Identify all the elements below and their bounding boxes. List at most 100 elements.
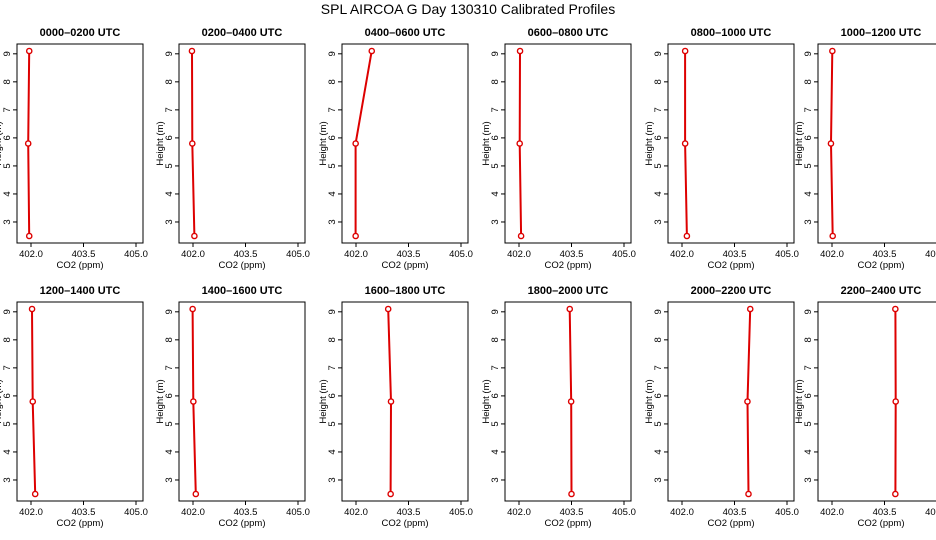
- y-tick-label: 3: [327, 219, 338, 224]
- y-tick-label: 4: [653, 191, 664, 196]
- profile-point: [384, 305, 392, 313]
- y-tick-label: 9: [164, 51, 175, 56]
- x-axis-label: CO2 (ppm): [708, 260, 755, 271]
- y-tick-label: 7: [327, 365, 338, 370]
- x-axis-label: CO2 (ppm): [382, 260, 429, 271]
- profile-panel: 1000–1200 UTC 402.0 403.5 405.0 3 4 5 6 7 8 9 CO2 (…: [794, 27, 936, 271]
- profile-point: [24, 140, 32, 147]
- y-tick-label: 4: [164, 449, 175, 454]
- x-axis-label: CO2 (ppm): [708, 518, 755, 529]
- y-tick-label: 7: [803, 107, 814, 112]
- profile-point: [189, 305, 196, 313]
- profile-point: [387, 398, 395, 405]
- y-tick-label: 7: [2, 365, 13, 370]
- y-tick-label: 8: [2, 79, 13, 84]
- profile-point: [188, 47, 196, 55]
- y-tick-label: 3: [653, 477, 664, 482]
- y-axis-label: Height (m): [644, 121, 655, 165]
- x-tick-label: 402.0: [19, 249, 43, 260]
- y-tick-label: 7: [653, 107, 664, 112]
- y-tick-label: 6: [653, 393, 664, 398]
- panel-title: 1000–1200 UTC: [841, 27, 922, 39]
- x-tick-label: 405.0: [286, 249, 310, 260]
- profile-panel: 2000–2200 UTC 402.0 403.5 405.0 3 4 5 6 7 8 9 CO2 (…: [644, 285, 799, 529]
- y-axis-label: Height (m): [794, 379, 805, 423]
- profile-point: [829, 232, 837, 240]
- y-tick-label: 8: [2, 337, 13, 342]
- y-tick-label: 5: [653, 421, 664, 426]
- x-tick-label: 402.0: [670, 507, 694, 518]
- profile-point: [745, 490, 752, 498]
- panel-title: 1600–1800 UTC: [365, 285, 446, 297]
- plot-frame: [817, 43, 936, 244]
- y-tick-label: 8: [803, 337, 814, 342]
- x-tick-label: 405.0: [124, 249, 148, 260]
- panel-title: 0400–0600 UTC: [365, 27, 446, 39]
- y-axis-label: Height (m): [318, 379, 329, 423]
- y-tick-label: 8: [653, 79, 664, 84]
- y-tick-label: 8: [653, 337, 664, 342]
- profile-panel: 1200–1400 UTC 402.0 403.5 405.0 3 4 5 6 7 8 9 CO2 (…: [0, 285, 148, 529]
- y-tick-label: 7: [653, 365, 664, 370]
- x-tick-label: 405.0: [286, 507, 310, 518]
- y-tick-label: 4: [490, 191, 501, 196]
- x-tick-label: 403.5: [397, 249, 421, 260]
- y-tick-label: 8: [803, 79, 814, 84]
- y-tick-label: 5: [327, 163, 338, 168]
- x-tick-label: 403.5: [72, 507, 96, 518]
- y-axis-label: Height (m): [481, 121, 492, 165]
- y-tick-label: 6: [490, 135, 501, 140]
- y-tick-label: 7: [164, 107, 175, 112]
- x-tick-label: 403.5: [873, 249, 897, 260]
- y-tick-label: 3: [2, 477, 13, 482]
- y-tick-label: 6: [490, 393, 501, 398]
- y-tick-label: 6: [2, 393, 13, 398]
- profile-point: [566, 305, 574, 313]
- x-tick-label: 403.5: [723, 249, 747, 260]
- profile-panel: 0800–1000 UTC 402.0 403.5 405.0 3 4 5 6 7 8 9 CO2 (…: [644, 27, 799, 271]
- y-tick-label: 9: [327, 309, 338, 314]
- y-tick-label: 8: [490, 79, 501, 84]
- profile-point: [192, 490, 200, 498]
- y-tick-label: 4: [327, 191, 338, 196]
- y-tick-label: 4: [803, 191, 814, 196]
- plot-frame: [504, 43, 632, 244]
- plot-frame: [667, 43, 795, 244]
- y-tick-label: 9: [803, 309, 814, 314]
- x-axis-label: CO2 (ppm): [858, 518, 905, 529]
- y-tick-label: 7: [490, 107, 501, 112]
- y-tick-label: 5: [803, 421, 814, 426]
- profile-panel: 0400–0600 UTC 402.0 403.5 405.0 3 4 5 6 7 8 9 CO2 (…: [318, 27, 473, 271]
- panel-title: 2200–2400 UTC: [841, 285, 922, 297]
- profile-point: [25, 232, 33, 240]
- x-tick-label: 403.5: [234, 507, 258, 518]
- y-tick-label: 6: [653, 135, 664, 140]
- profile-panel: 0600–0800 UTC 402.0 403.5 405.0 3 4 5 6 7 8 9 CO2 (…: [481, 27, 636, 271]
- panel-title: 1400–1600 UTC: [202, 285, 283, 297]
- plot-frame: [341, 301, 469, 502]
- x-tick-label: 402.0: [181, 249, 205, 260]
- profile-point: [517, 232, 525, 240]
- panel-title: 0600–0800 UTC: [528, 27, 609, 39]
- profile-panel: 1400–1600 UTC 402.0 403.5 405.0 3 4 5 6 7 8 9 CO2 (…: [155, 285, 310, 529]
- y-tick-label: 3: [803, 477, 814, 482]
- profile-point: [516, 47, 524, 55]
- x-tick-label: 402.0: [820, 507, 844, 518]
- profile-point: [892, 490, 899, 498]
- x-tick-label: 405.0: [925, 507, 936, 518]
- profile-point: [31, 490, 39, 498]
- panel-title: 1800–2000 UTC: [528, 285, 609, 297]
- panel-title: 1200–1400 UTC: [40, 285, 121, 297]
- y-tick-label: 7: [327, 107, 338, 112]
- y-tick-label: 9: [327, 51, 338, 56]
- x-axis-label: CO2 (ppm): [219, 260, 266, 271]
- x-tick-label: 405.0: [612, 507, 636, 518]
- x-tick-label: 402.0: [181, 507, 205, 518]
- y-tick-label: 5: [327, 421, 338, 426]
- x-tick-label: 402.0: [507, 249, 531, 260]
- y-tick-label: 6: [164, 393, 175, 398]
- x-tick-label: 402.0: [820, 249, 844, 260]
- y-tick-label: 6: [164, 135, 175, 140]
- x-tick-label: 405.0: [449, 507, 473, 518]
